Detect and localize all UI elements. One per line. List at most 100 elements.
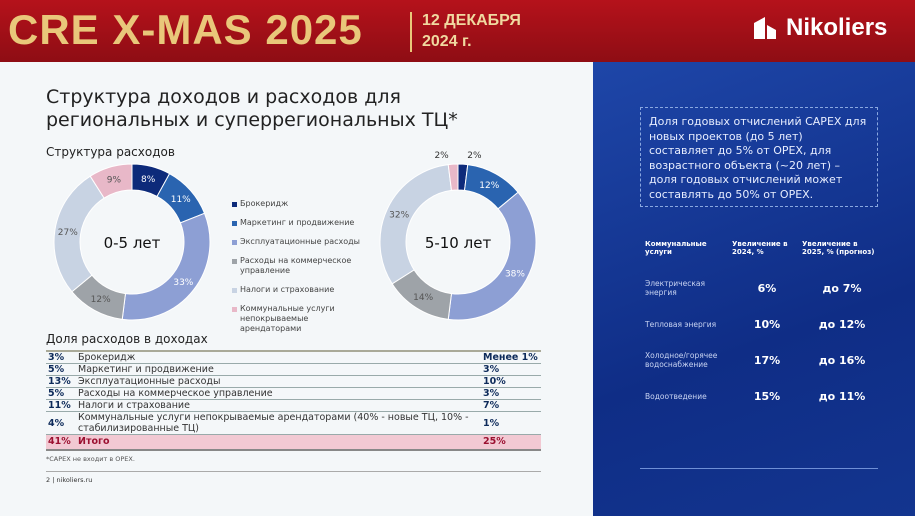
- footnote: *CAPEX не входит в OPEX.: [46, 454, 135, 463]
- utilities-row: Тепловая энергия 10% до 12%: [645, 306, 885, 342]
- utilities-cell: Тепловая энергия: [645, 319, 717, 329]
- utilities-cell: до 11%: [818, 389, 866, 403]
- legend-item: Коммунальные услуги непокрываемые аренда…: [232, 304, 372, 334]
- table-row: 3% Брокеридж Менее 1%: [46, 351, 541, 364]
- donut-segment: [89, 163, 133, 199]
- data-label: 11%: [171, 195, 191, 205]
- share-stabilized: 3%: [481, 387, 541, 400]
- utilities-row: Холодное/горячее водоснабжение 17% до 16%: [645, 342, 885, 378]
- legend-swatch: [232, 202, 237, 207]
- utilities-row: Электрическая энергия 6% до 7%: [645, 270, 885, 306]
- share-stabilized: 10%: [481, 375, 541, 388]
- table-row: 5% Расходы на коммерческое управление 3%: [46, 387, 541, 400]
- title-line: региональных и суперрегиональных ТЦ*: [46, 109, 458, 131]
- total-label: Итого: [76, 434, 481, 451]
- legend-swatch: [232, 221, 237, 226]
- title-line: Структура доходов и расходов для: [46, 86, 401, 108]
- legend-item: Расходы на коммерческое управление: [232, 256, 372, 276]
- data-label: 38%: [505, 269, 525, 279]
- data-label: 27%: [58, 228, 78, 238]
- legend-label: Маркетинг и продвижение: [240, 218, 355, 227]
- utilities-cell: Водоотведение: [645, 391, 707, 401]
- cost-item: Расходы на коммерческое управление: [76, 387, 481, 400]
- data-label: 9%: [107, 176, 122, 186]
- cost-item: Налоги и страхование: [76, 399, 481, 412]
- legend-swatch: [232, 288, 237, 293]
- legend-label: Эксплуатационные расходы: [240, 237, 360, 246]
- donut-segment: [379, 164, 453, 285]
- divider: [46, 470, 541, 472]
- event-banner: CRE X-MAS 2025 12 ДЕКАБРЯ 2024 г. Nikolie…: [0, 0, 915, 62]
- utilities-cell: 17%: [753, 353, 781, 367]
- slide-right-panel: [593, 62, 915, 516]
- data-label: 2%: [467, 151, 482, 161]
- event-date: 12 ДЕКАБРЯ 2024 г.: [422, 10, 521, 52]
- legend-item: Эксплуатационные расходы: [232, 237, 372, 247]
- table-row: 11% Налоги и страхование 7%: [46, 399, 541, 412]
- donut-segment: [447, 163, 459, 191]
- chart-legend: Брокеридж Маркетинг и продвижение Эксплуат…: [232, 199, 372, 343]
- share-2025: 4%: [46, 411, 76, 435]
- legend-item: Маркетинг и продвижение: [232, 218, 372, 228]
- capex-note-box: Доля годовых отчислений CAPEX для новых …: [640, 107, 878, 207]
- share-stabilized: 1%: [481, 411, 541, 435]
- column-header: Увеличение в 2025, % (прогноз): [802, 240, 875, 256]
- data-label: 33%: [173, 278, 193, 288]
- utilities-cell: до 7%: [822, 281, 862, 295]
- date-line: 12 ДЕКАБРЯ: [422, 12, 521, 29]
- utilities-cell: до 16%: [818, 353, 866, 367]
- donut-segment: [121, 212, 211, 321]
- brand-logo: Nikoliers: [752, 14, 887, 42]
- share-2025: 5%: [46, 363, 76, 376]
- share-2025: 11%: [46, 399, 76, 412]
- utilities-cell: Электрическая энергия: [645, 279, 705, 297]
- legend-item: Налоги и страхование: [232, 285, 372, 295]
- legend-label: Расходы на коммерческое управление: [240, 256, 352, 275]
- divider: [410, 12, 412, 52]
- table-row: 4% Коммунальные услуги непокрываемые арен…: [46, 411, 541, 435]
- cost-item: Эксплуатационные расходы: [76, 375, 481, 388]
- cost-item: Маркетинг и продвижение: [76, 363, 481, 376]
- utilities-cell: 10%: [753, 317, 781, 331]
- utilities-header: Коммунальные услуги Увеличение в 2024, % У…: [645, 240, 885, 270]
- column-header: Увеличение в 2024, %: [732, 240, 788, 256]
- table-row: 13% Эксплуатационные расходы 10%: [46, 375, 541, 388]
- share-title: Доля расходов в доходах: [46, 332, 208, 346]
- utilities-table: Коммунальные услуги Увеличение в 2024, % У…: [645, 240, 885, 414]
- total-left: 41%: [46, 434, 76, 451]
- donut-center-label: 5-10 лет: [425, 234, 492, 252]
- page-footer: 2 | nikoliers.ru: [46, 476, 93, 484]
- legend-swatch: [232, 307, 237, 312]
- share-table: 3% Брокеридж Менее 1% 5% Маркетинг и продвиж…: [46, 350, 541, 451]
- legend-label: Брокеридж: [240, 199, 289, 208]
- utilities-cell: Холодное/горячее водоснабжение: [645, 351, 718, 369]
- share-stabilized: 3%: [481, 363, 541, 376]
- utilities-cell: до 12%: [818, 317, 866, 331]
- brand-name: Nikoliers: [786, 14, 888, 41]
- divider: [640, 468, 878, 469]
- utilities-row: Водоотведение 15% до 11%: [645, 378, 885, 414]
- table-row: 5% Маркетинг и продвижение 3%: [46, 363, 541, 376]
- share-2025: 13%: [46, 375, 76, 388]
- logo-icon: [754, 17, 776, 39]
- legend-label: Коммунальные услуги непокрываемые аренда…: [240, 304, 335, 333]
- slide-title: Структура доходов и расходов для регионал…: [46, 86, 458, 132]
- data-label: 12%: [91, 295, 111, 305]
- data-label: 8%: [141, 175, 156, 185]
- column-header: Коммунальные услуги: [645, 240, 707, 256]
- data-label: 32%: [389, 210, 409, 220]
- event-title: CRE X-MAS 2025: [8, 6, 363, 53]
- data-label: 14%: [413, 293, 433, 303]
- legend-item: Брокеридж: [232, 199, 372, 209]
- share-stabilized: Менее 1%: [481, 351, 541, 364]
- total-row: 41% Итого 25%: [46, 434, 541, 451]
- donut-segment: [447, 191, 537, 321]
- legend-label: Налоги и страхование: [240, 285, 335, 294]
- share-section: 3% Брокеридж Менее 1% 5% Маркетинг и продвиж…: [46, 350, 541, 484]
- legend-swatch: [232, 259, 237, 264]
- total-right: 25%: [481, 434, 541, 451]
- share-stabilized: 7%: [481, 399, 541, 412]
- donut-center-label: 0-5 лет: [104, 234, 161, 252]
- chart-subtitle: Структура расходов: [46, 145, 175, 159]
